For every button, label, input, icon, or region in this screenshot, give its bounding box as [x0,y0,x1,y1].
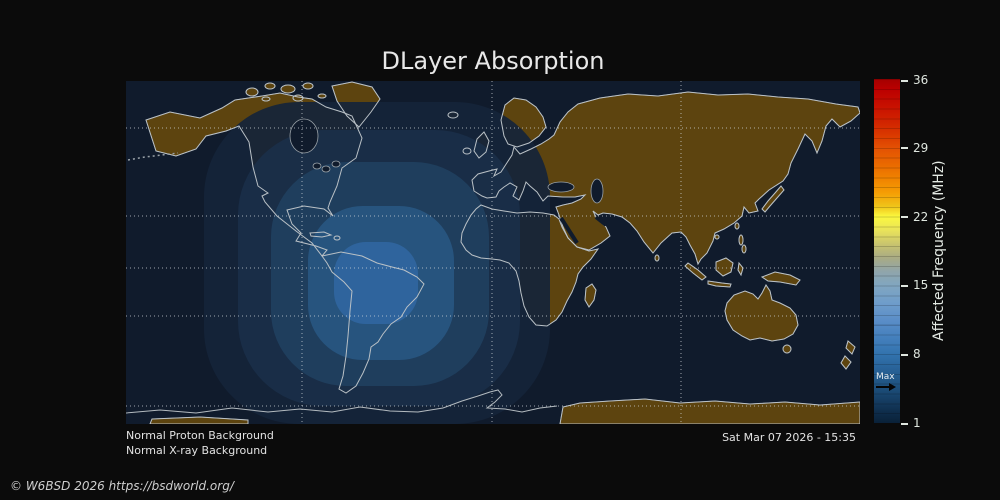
tick-mark [901,147,908,150]
tick-mark [901,353,908,356]
colorbar-ticks: 36 29 22 15 8 1 [901,73,971,430]
persian-gulf [594,215,608,227]
colorbar-bands [874,79,900,423]
world-absorption-map [126,81,860,424]
aleutian-islands [127,152,179,161]
tick-label: 36 [913,73,929,88]
max-arrow-icon [876,383,896,391]
copyright-notice: © W6BSD 2026 https://bsdworld.org/ [10,479,234,493]
tick-label: 22 [913,209,929,224]
max-label: Max [876,372,895,382]
tick-mark [901,79,908,82]
map-svg [126,81,860,424]
colorbar-tick: 8 [901,347,921,361]
colorbar-tick: 36 [901,73,928,87]
tick-label: 8 [913,347,921,362]
colorbar-tick: 15 [901,278,928,292]
colorbar [874,79,900,423]
tick-mark [901,216,908,219]
tick-label: 29 [913,140,929,155]
colorbar-tick: 29 [901,141,928,155]
antarctic-coastline [126,389,558,414]
colorbar-axis-label: Affected Frequency (MHz) [931,160,947,342]
page-title: DLayer Absorption [381,47,605,75]
timestamp: Sat Mar 07 2026 - 15:35 [722,431,856,444]
tick-mark [901,284,908,287]
colorbar-max-marker: Max [874,372,900,396]
tick-label: 15 [913,278,929,293]
tick-label: 1 [913,416,921,430]
red-sea [559,216,579,245]
colorbar-tick: 1 [901,416,921,430]
background-status: Normal Proton Background Normal X-ray Ba… [126,428,274,458]
colorbar-tick: 22 [901,210,928,224]
tick-mark [901,422,908,425]
proton-background-status: Normal Proton Background [126,429,274,442]
xray-background-status: Normal X-ray Background [126,444,268,457]
